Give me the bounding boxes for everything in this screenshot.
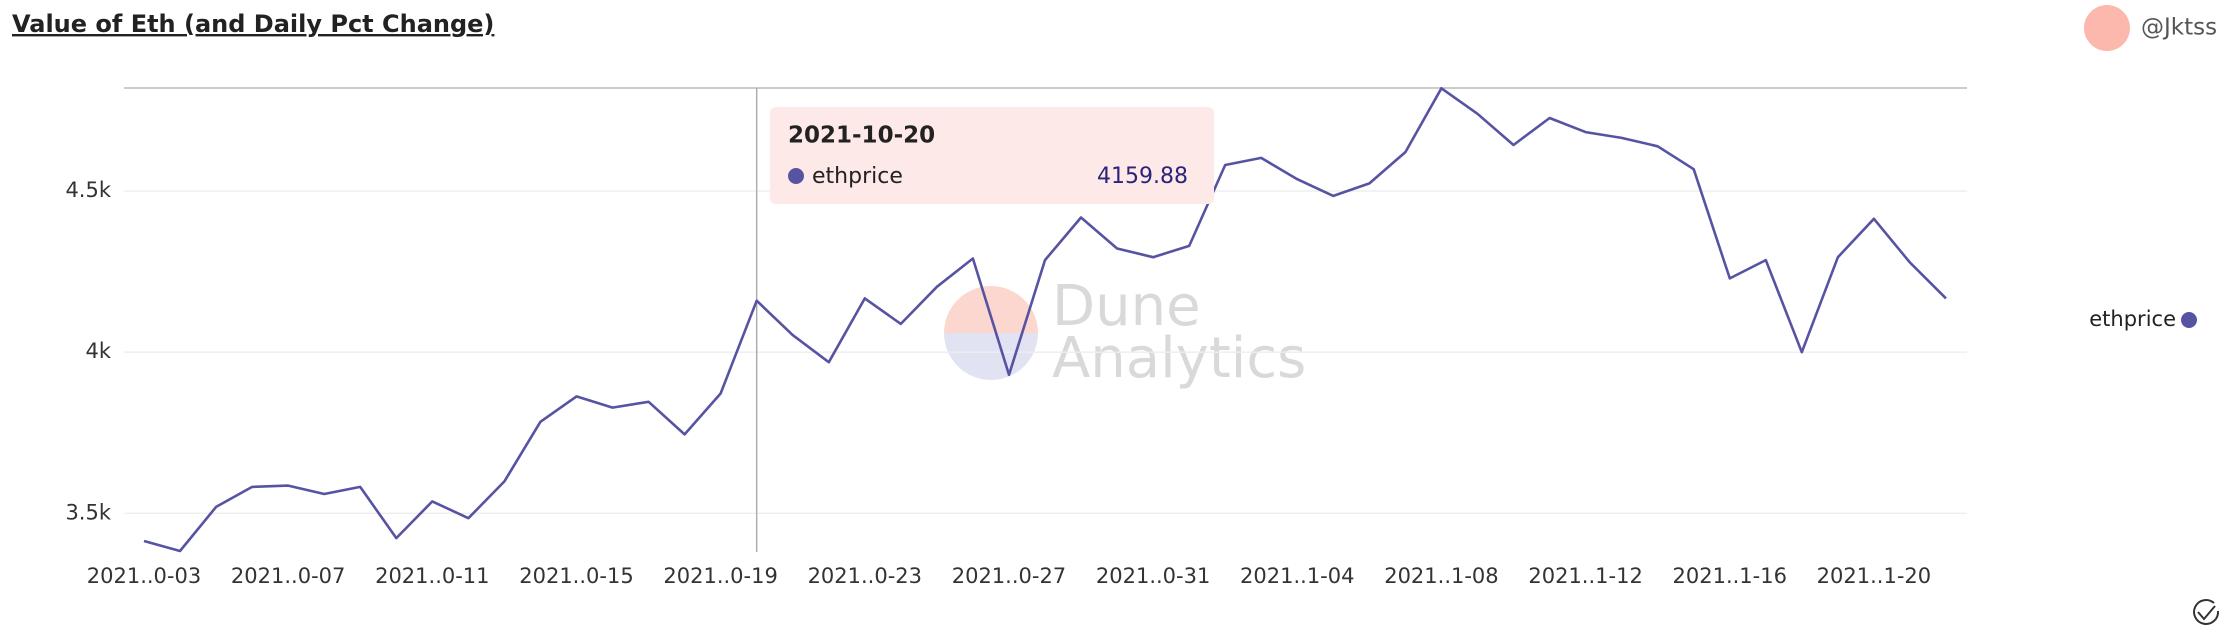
tooltip-series: ethprice [812, 164, 903, 189]
x-tick-label: 2021..0-27 [952, 564, 1066, 588]
x-tick-label: 2021..0-23 [808, 564, 922, 588]
user-name[interactable]: @Jktss [2141, 15, 2217, 41]
watermark-text: Dune [1052, 274, 1201, 339]
tooltip-title: 2021-10-20 [788, 123, 935, 149]
y-tick-label: 3.5k [65, 500, 111, 524]
x-tick-label: 2021..0-19 [663, 564, 777, 588]
y-tick-label: 4k [85, 339, 111, 363]
watermark: Dune Analytics [944, 274, 1306, 391]
x-tick-label: 2021..0-11 [375, 564, 489, 588]
y-tick-label: 4.5k [65, 178, 111, 202]
x-tick-label: 2021..0-07 [231, 564, 345, 588]
line-series [143, 87, 1947, 553]
x-tick-label: 2021..1-20 [1817, 564, 1931, 588]
chart-title: Value of Eth (and Daily Pct Change) [12, 10, 494, 38]
legend-label: ethprice [2089, 307, 2176, 331]
avatar[interactable] [2084, 5, 2130, 51]
tooltip-value: 4159.88 [1097, 164, 1188, 189]
x-tick-label: 2021..1-04 [1240, 564, 1354, 588]
watermark-text: Analytics [1052, 326, 1306, 391]
tooltip-marker [788, 168, 804, 184]
x-tick-label: 2021..0-03 [87, 564, 201, 588]
tooltip [770, 107, 1214, 204]
x-tick-label: 2021..1-16 [1673, 564, 1787, 588]
x-tick-label: 2021..0-31 [1096, 564, 1210, 588]
check-icon[interactable] [2193, 598, 2220, 625]
x-tick-label: 2021..1-08 [1384, 564, 1498, 588]
x-tick-label: 2021..0-15 [519, 564, 633, 588]
x-tick-label: 2021..1-12 [1528, 564, 1642, 588]
legend-marker [2181, 312, 2197, 328]
